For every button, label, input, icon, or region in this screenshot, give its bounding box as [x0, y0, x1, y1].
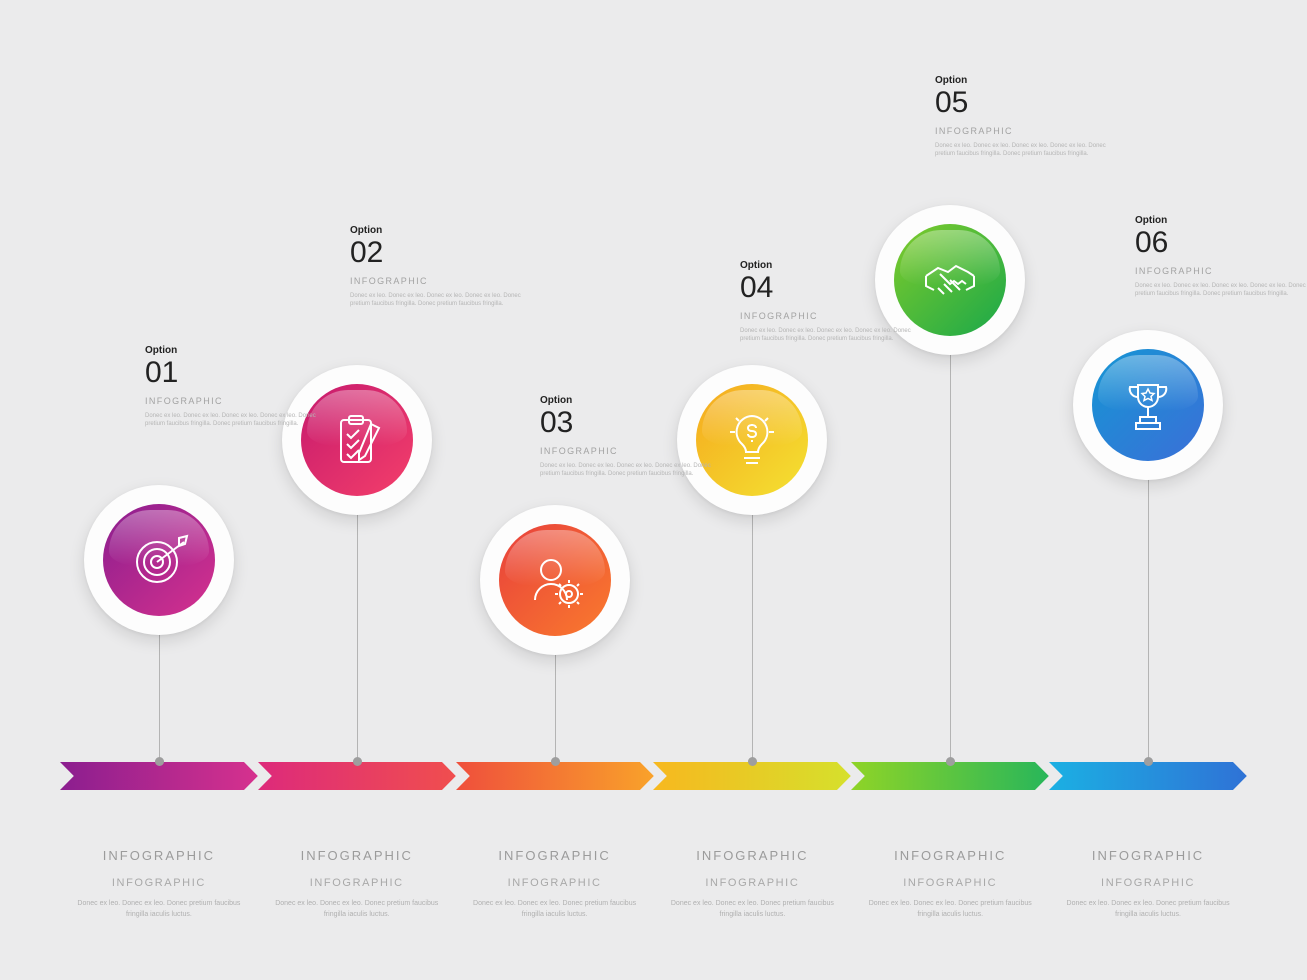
- bottom-subtitle: INFOGRAPHIC: [270, 877, 444, 889]
- handshake-icon: [920, 250, 980, 310]
- bottom-title: INFOGRAPHIC: [1061, 848, 1235, 863]
- option-body: Donec ex leo. Donec ex leo. Donec ex leo…: [145, 412, 325, 429]
- connector-pin: [555, 651, 556, 762]
- connector-pin: [159, 631, 160, 762]
- bulb-dollar-icon: [722, 410, 782, 470]
- bottom-body: Donec ex leo. Donec ex leo. Donec pretiu…: [270, 899, 444, 920]
- option-body: Donec ex leo. Donec ex leo. Donec ex leo…: [350, 292, 530, 309]
- option-label: Option: [1135, 215, 1307, 226]
- infographic-stage: INFOGRAPHIC INFOGRAPHIC Donec ex leo. Done…: [60, 0, 1247, 980]
- option-label: Option: [145, 345, 325, 356]
- option-number: 05: [935, 88, 1115, 118]
- option-body: Donec ex leo. Donec ex leo. Donec ex leo…: [1135, 282, 1307, 299]
- bottom-body: Donec ex leo. Donec ex leo. Donec pretiu…: [665, 899, 839, 920]
- timeline-arrow-segment: [653, 762, 851, 790]
- step-caption: Option 06 INFOGRAPHIC Donec ex leo. Donec e…: [1135, 215, 1307, 299]
- option-title: INFOGRAPHIC: [350, 276, 530, 286]
- option-label: Option: [935, 75, 1115, 86]
- bottom-label: INFOGRAPHIC INFOGRAPHIC Donec ex leo. Done…: [258, 848, 456, 920]
- step-caption: Option 05 INFOGRAPHIC Donec ex leo. Donec e…: [935, 75, 1115, 159]
- connector-pin: [1148, 476, 1149, 762]
- bottom-label: INFOGRAPHIC INFOGRAPHIC Donec ex leo. Done…: [60, 848, 258, 920]
- trophy-icon: [1118, 375, 1178, 435]
- step-node-inner: [1092, 349, 1204, 461]
- bottom-title: INFOGRAPHIC: [270, 848, 444, 863]
- timeline-arrow-segment: [60, 762, 258, 790]
- step-caption: Option 02 INFOGRAPHIC Donec ex leo. Donec e…: [350, 225, 530, 309]
- bottom-body: Donec ex leo. Donec ex leo. Donec pretiu…: [72, 899, 246, 920]
- option-title: INFOGRAPHIC: [935, 126, 1115, 136]
- bottom-body: Donec ex leo. Donec ex leo. Donec pretiu…: [1061, 899, 1235, 920]
- bottom-subtitle: INFOGRAPHIC: [72, 877, 246, 889]
- step-node: [84, 485, 234, 635]
- bottom-body: Donec ex leo. Donec ex leo. Donec pretiu…: [468, 899, 642, 920]
- connector-pin: [357, 511, 358, 762]
- option-title: INFOGRAPHIC: [145, 396, 325, 406]
- option-title: INFOGRAPHIC: [540, 446, 720, 456]
- option-title: INFOGRAPHIC: [1135, 266, 1307, 276]
- step-node-inner: [103, 504, 215, 616]
- option-number: 03: [540, 408, 720, 438]
- bottom-title: INFOGRAPHIC: [72, 848, 246, 863]
- bottom-title: INFOGRAPHIC: [665, 848, 839, 863]
- bottom-label-row: INFOGRAPHIC INFOGRAPHIC Donec ex leo. Done…: [60, 848, 1247, 920]
- option-number: 04: [740, 273, 920, 303]
- bottom-label: INFOGRAPHIC INFOGRAPHIC Donec ex leo. Done…: [653, 848, 851, 920]
- option-number: 06: [1135, 228, 1307, 258]
- timeline-arrow-segment: [851, 762, 1049, 790]
- bottom-label: INFOGRAPHIC INFOGRAPHIC Donec ex leo. Done…: [1049, 848, 1247, 920]
- option-body: Donec ex leo. Donec ex leo. Donec ex leo…: [540, 462, 720, 479]
- step-caption: Option 01 INFOGRAPHIC Donec ex leo. Donec e…: [145, 345, 325, 429]
- bottom-subtitle: INFOGRAPHIC: [468, 877, 642, 889]
- bottom-label: INFOGRAPHIC INFOGRAPHIC Donec ex leo. Done…: [851, 848, 1049, 920]
- timeline-arrow-segment: [258, 762, 456, 790]
- step-node-inner: [499, 524, 611, 636]
- bottom-label: INFOGRAPHIC INFOGRAPHIC Donec ex leo. Done…: [456, 848, 654, 920]
- option-label: Option: [740, 260, 920, 271]
- user-gear-icon: [525, 550, 585, 610]
- bottom-title: INFOGRAPHIC: [863, 848, 1037, 863]
- bottom-title: INFOGRAPHIC: [468, 848, 642, 863]
- timeline-arrow-segment: [1049, 762, 1247, 790]
- option-number: 01: [145, 358, 325, 388]
- option-label: Option: [350, 225, 530, 236]
- timeline-arrow-row: [60, 762, 1247, 790]
- bottom-subtitle: INFOGRAPHIC: [863, 877, 1037, 889]
- step-node: [480, 505, 630, 655]
- bottom-subtitle: INFOGRAPHIC: [1061, 877, 1235, 889]
- connector-pin: [950, 351, 951, 762]
- option-body: Donec ex leo. Donec ex leo. Donec ex leo…: [935, 142, 1115, 159]
- bottom-body: Donec ex leo. Donec ex leo. Donec pretiu…: [863, 899, 1037, 920]
- option-number: 02: [350, 238, 530, 268]
- option-label: Option: [540, 395, 720, 406]
- step-caption: Option 04 INFOGRAPHIC Donec ex leo. Donec e…: [740, 260, 920, 344]
- step-node: [1073, 330, 1223, 480]
- target-icon: [129, 530, 189, 590]
- bottom-subtitle: INFOGRAPHIC: [665, 877, 839, 889]
- timeline-arrow-segment: [456, 762, 654, 790]
- clipboard-icon: [327, 410, 387, 470]
- step-caption: Option 03 INFOGRAPHIC Donec ex leo. Donec e…: [540, 395, 720, 479]
- option-body: Donec ex leo. Donec ex leo. Donec ex leo…: [740, 327, 920, 344]
- option-title: INFOGRAPHIC: [740, 311, 920, 321]
- connector-pin: [752, 511, 753, 762]
